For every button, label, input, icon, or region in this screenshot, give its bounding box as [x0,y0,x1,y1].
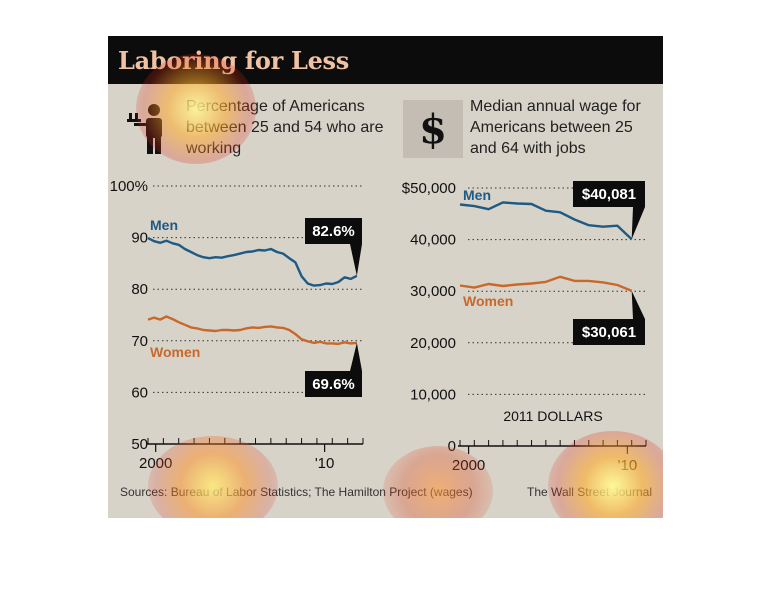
callout-box [573,319,645,345]
y-tick-label: 0 [448,438,456,455]
source-note: Sources: Bureau of Labor Statistics; The… [120,485,473,499]
series-line-men [147,237,358,287]
callout-box [305,218,362,244]
callout-value: 82.6% [312,223,355,240]
callout-box [305,371,362,397]
dollar-sign-icon: $ [419,105,447,153]
callout-pointer [631,290,645,319]
y-tick-label: 10,000 [410,386,456,403]
callout-women: 69.6% [305,342,362,397]
y-tick-label: $50,000 [402,180,456,197]
y-tick-label: 40,000 [410,232,456,249]
x-tick-label: 2000 [452,457,485,474]
infographic-card: Laboring for Less Percentage of American… [108,36,663,518]
callout-value: $40,081 [582,186,636,203]
y-tick-label: 50 [131,436,148,453]
series-line-women [147,315,357,346]
callout-pointer [350,244,362,276]
employment-chart: 100% 90 80 70 60 50 2000 '10 Men 82.6% Women 69.6% $… [110,178,648,474]
x-tick-label: '10 [618,457,638,474]
callout-value: $30,061 [582,324,636,341]
series-label-women: Women [150,344,200,360]
series-line-women [459,275,633,293]
series-line-men [459,201,633,241]
y-tick-label: 100% [110,178,148,195]
callout-pointer [631,207,645,240]
y-tick-label: 30,000 [410,283,456,300]
callout-box [573,181,645,207]
y-tick-label: 70 [131,333,148,350]
series-label-women: Women [463,293,513,309]
series-label-men: Men [150,217,178,233]
y-tick-label: 80 [131,281,148,298]
callout-pointer [350,342,362,371]
units-annotation: 2011 DOLLARS [503,408,602,424]
y-tick-label: 90 [131,230,148,247]
right-subhead: Median annual wage for Americans between… [470,98,641,157]
series-label-men: Men [463,187,491,203]
credit-line: The Wall Street Journal [527,485,652,499]
callout-value: 69.6% [312,376,355,393]
x-tick-label: 2000 [139,455,172,472]
y-tick-label: 20,000 [410,335,456,352]
y-tick-label: 60 [131,384,148,401]
x-tick-label: '10 [315,455,335,472]
dollar-icon-box: $ [403,100,463,158]
callout-women: $30,061 [573,290,645,345]
callout-men: 82.6% [305,218,362,276]
callout-men: $40,081 [573,181,645,240]
